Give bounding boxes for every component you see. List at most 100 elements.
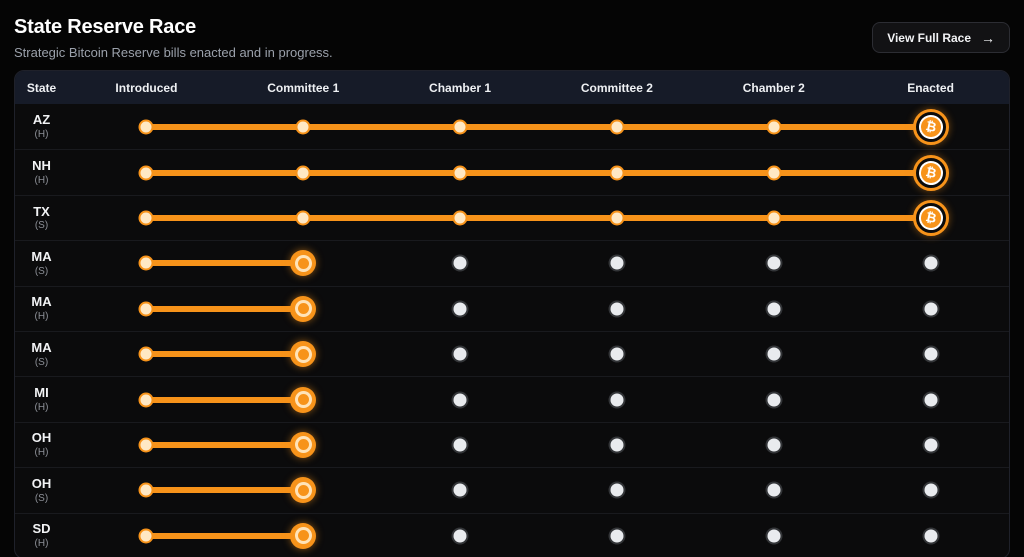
stage-dot-pending-enacted: [924, 302, 938, 316]
stage-dot-pending-chamber-2: [767, 438, 781, 452]
current-dot-core: [297, 530, 309, 542]
current-dot-core: [297, 484, 309, 496]
bitcoin-enacted-icon: ₿: [913, 154, 949, 191]
bitcoin-symbol: ₿: [924, 164, 938, 182]
state-code: TX: [33, 203, 50, 219]
current-dot-ring: [294, 391, 312, 409]
progress-track: [138, 332, 938, 376]
state-chamber-label: (H): [34, 447, 49, 459]
progress-line: [146, 487, 303, 494]
column-header-committee-1: Committee 1: [267, 80, 340, 95]
progress-line: [146, 123, 931, 130]
current-dot-ring: [294, 527, 312, 545]
stage-dot-pending-committee-2: [610, 483, 624, 497]
progress-track: [138, 241, 938, 285]
column-header-enacted: Enacted: [907, 80, 954, 95]
stage-dot-done-chamber-2: [766, 210, 782, 226]
stage-dot-pending-enacted: [924, 393, 938, 407]
state-code: MA: [31, 248, 52, 264]
bitcoin-coin: ₿: [916, 203, 946, 233]
stage-dot-done-introduced: [138, 482, 154, 498]
stage-dot-pending-enacted: [924, 256, 938, 270]
stage-dot-pending-enacted: [924, 347, 938, 361]
state-code: MA: [31, 339, 52, 355]
stage-dot-current-committee-1: [290, 250, 316, 277]
stage-dot-pending-committee-2: [610, 256, 624, 270]
stage-dot-pending-chamber-1: [453, 347, 467, 361]
stage-dot-done-introduced: [138, 119, 154, 135]
progress-line: [146, 441, 303, 448]
stage-dot-pending-chamber-1: [453, 256, 467, 270]
arrow-right-icon: →: [981, 29, 995, 46]
progress-line: [146, 260, 303, 267]
progress-line: [146, 396, 303, 403]
progress-track: ₿: [138, 104, 949, 149]
stage-dot-current-committee-1: [290, 477, 316, 504]
stage-dot-done-committee-2: [609, 165, 625, 181]
bitcoin-enacted-icon: ₿: [913, 199, 949, 236]
stage-dot-current-committee-1: [290, 386, 316, 413]
current-dot-core: [297, 303, 309, 315]
stage-dot-pending-chamber-2: [767, 529, 781, 543]
state-cell: MA (H): [15, 287, 68, 331]
stage-dot-done-committee-1: [295, 119, 311, 135]
stage-dot-done-introduced: [138, 392, 154, 408]
stage-dot-done-introduced: [138, 346, 154, 362]
state-cell: MI (H): [15, 377, 68, 421]
stage-dot-pending-committee-2: [610, 302, 624, 316]
widget-header: State Reserve Race Strategic Bitcoin Res…: [14, 16, 1010, 60]
stage-dot-done-committee-2: [609, 119, 625, 135]
stage-dot-done-introduced: [138, 165, 154, 181]
state-code: MI: [34, 385, 49, 401]
progress-track: [138, 287, 938, 331]
page-title: State Reserve Race: [14, 16, 197, 38]
current-dot-core: [297, 348, 309, 360]
state-code: AZ: [32, 112, 51, 128]
column-header-state: State: [26, 80, 57, 95]
progress-track: [138, 423, 938, 467]
progress-line: [146, 305, 303, 312]
state-cell: OH (H): [15, 423, 68, 467]
view-full-race-button[interactable]: View Full Race →: [872, 22, 1010, 53]
stage-dot-done-committee-2: [609, 210, 625, 226]
stage-dot-pending-committee-2: [610, 393, 624, 407]
stage-dot-pending-chamber-2: [767, 302, 781, 316]
state-chamber-label: (S): [34, 356, 49, 368]
current-dot-core: [297, 439, 309, 451]
state-chamber-label: (S): [34, 265, 49, 277]
stage-dot-current-committee-1: [290, 341, 316, 368]
table-row: MA (H): [15, 285, 1009, 331]
progress-line: [146, 351, 303, 358]
stage-dot-pending-chamber-1: [453, 438, 467, 452]
state-code: SD: [32, 521, 51, 537]
current-dot-ring: [294, 436, 312, 454]
table-row: MI (H): [15, 376, 1009, 421]
state-cell: TX (S): [15, 196, 68, 240]
state-code: MA: [31, 294, 52, 310]
state-cell: AZ (H): [15, 104, 68, 149]
state-cell: MA (S): [15, 332, 68, 376]
stage-dot-current-committee-1: [290, 295, 316, 322]
stage-dot-pending-enacted: [924, 438, 938, 452]
state-code: OH: [31, 475, 52, 491]
current-dot-core: [297, 257, 309, 269]
current-dot-ring: [294, 300, 312, 318]
progress-track: [138, 468, 938, 512]
progress-track: [138, 514, 938, 557]
state-cell: SD (H): [15, 514, 68, 557]
stage-dot-done-chamber-2: [766, 119, 782, 135]
state-chamber-label: (H): [34, 175, 49, 187]
bitcoin-symbol: ₿: [924, 209, 938, 227]
column-header-chamber-1: Chamber 1: [429, 80, 492, 95]
stage-dot-done-chamber-1: [452, 210, 468, 226]
progress-line: [146, 214, 931, 221]
progress-track: [138, 377, 938, 421]
stage-dot-done-committee-1: [295, 165, 311, 181]
bitcoin-coin: ₿: [916, 158, 946, 187]
stage-dot-done-introduced: [138, 301, 154, 317]
state-chamber-label: (S): [34, 492, 49, 504]
bitcoin-enacted-icon: ₿: [913, 108, 949, 145]
current-dot-ring: [294, 345, 312, 363]
stage-dot-done-introduced: [138, 255, 154, 271]
stage-dot-done-introduced: [138, 528, 154, 544]
